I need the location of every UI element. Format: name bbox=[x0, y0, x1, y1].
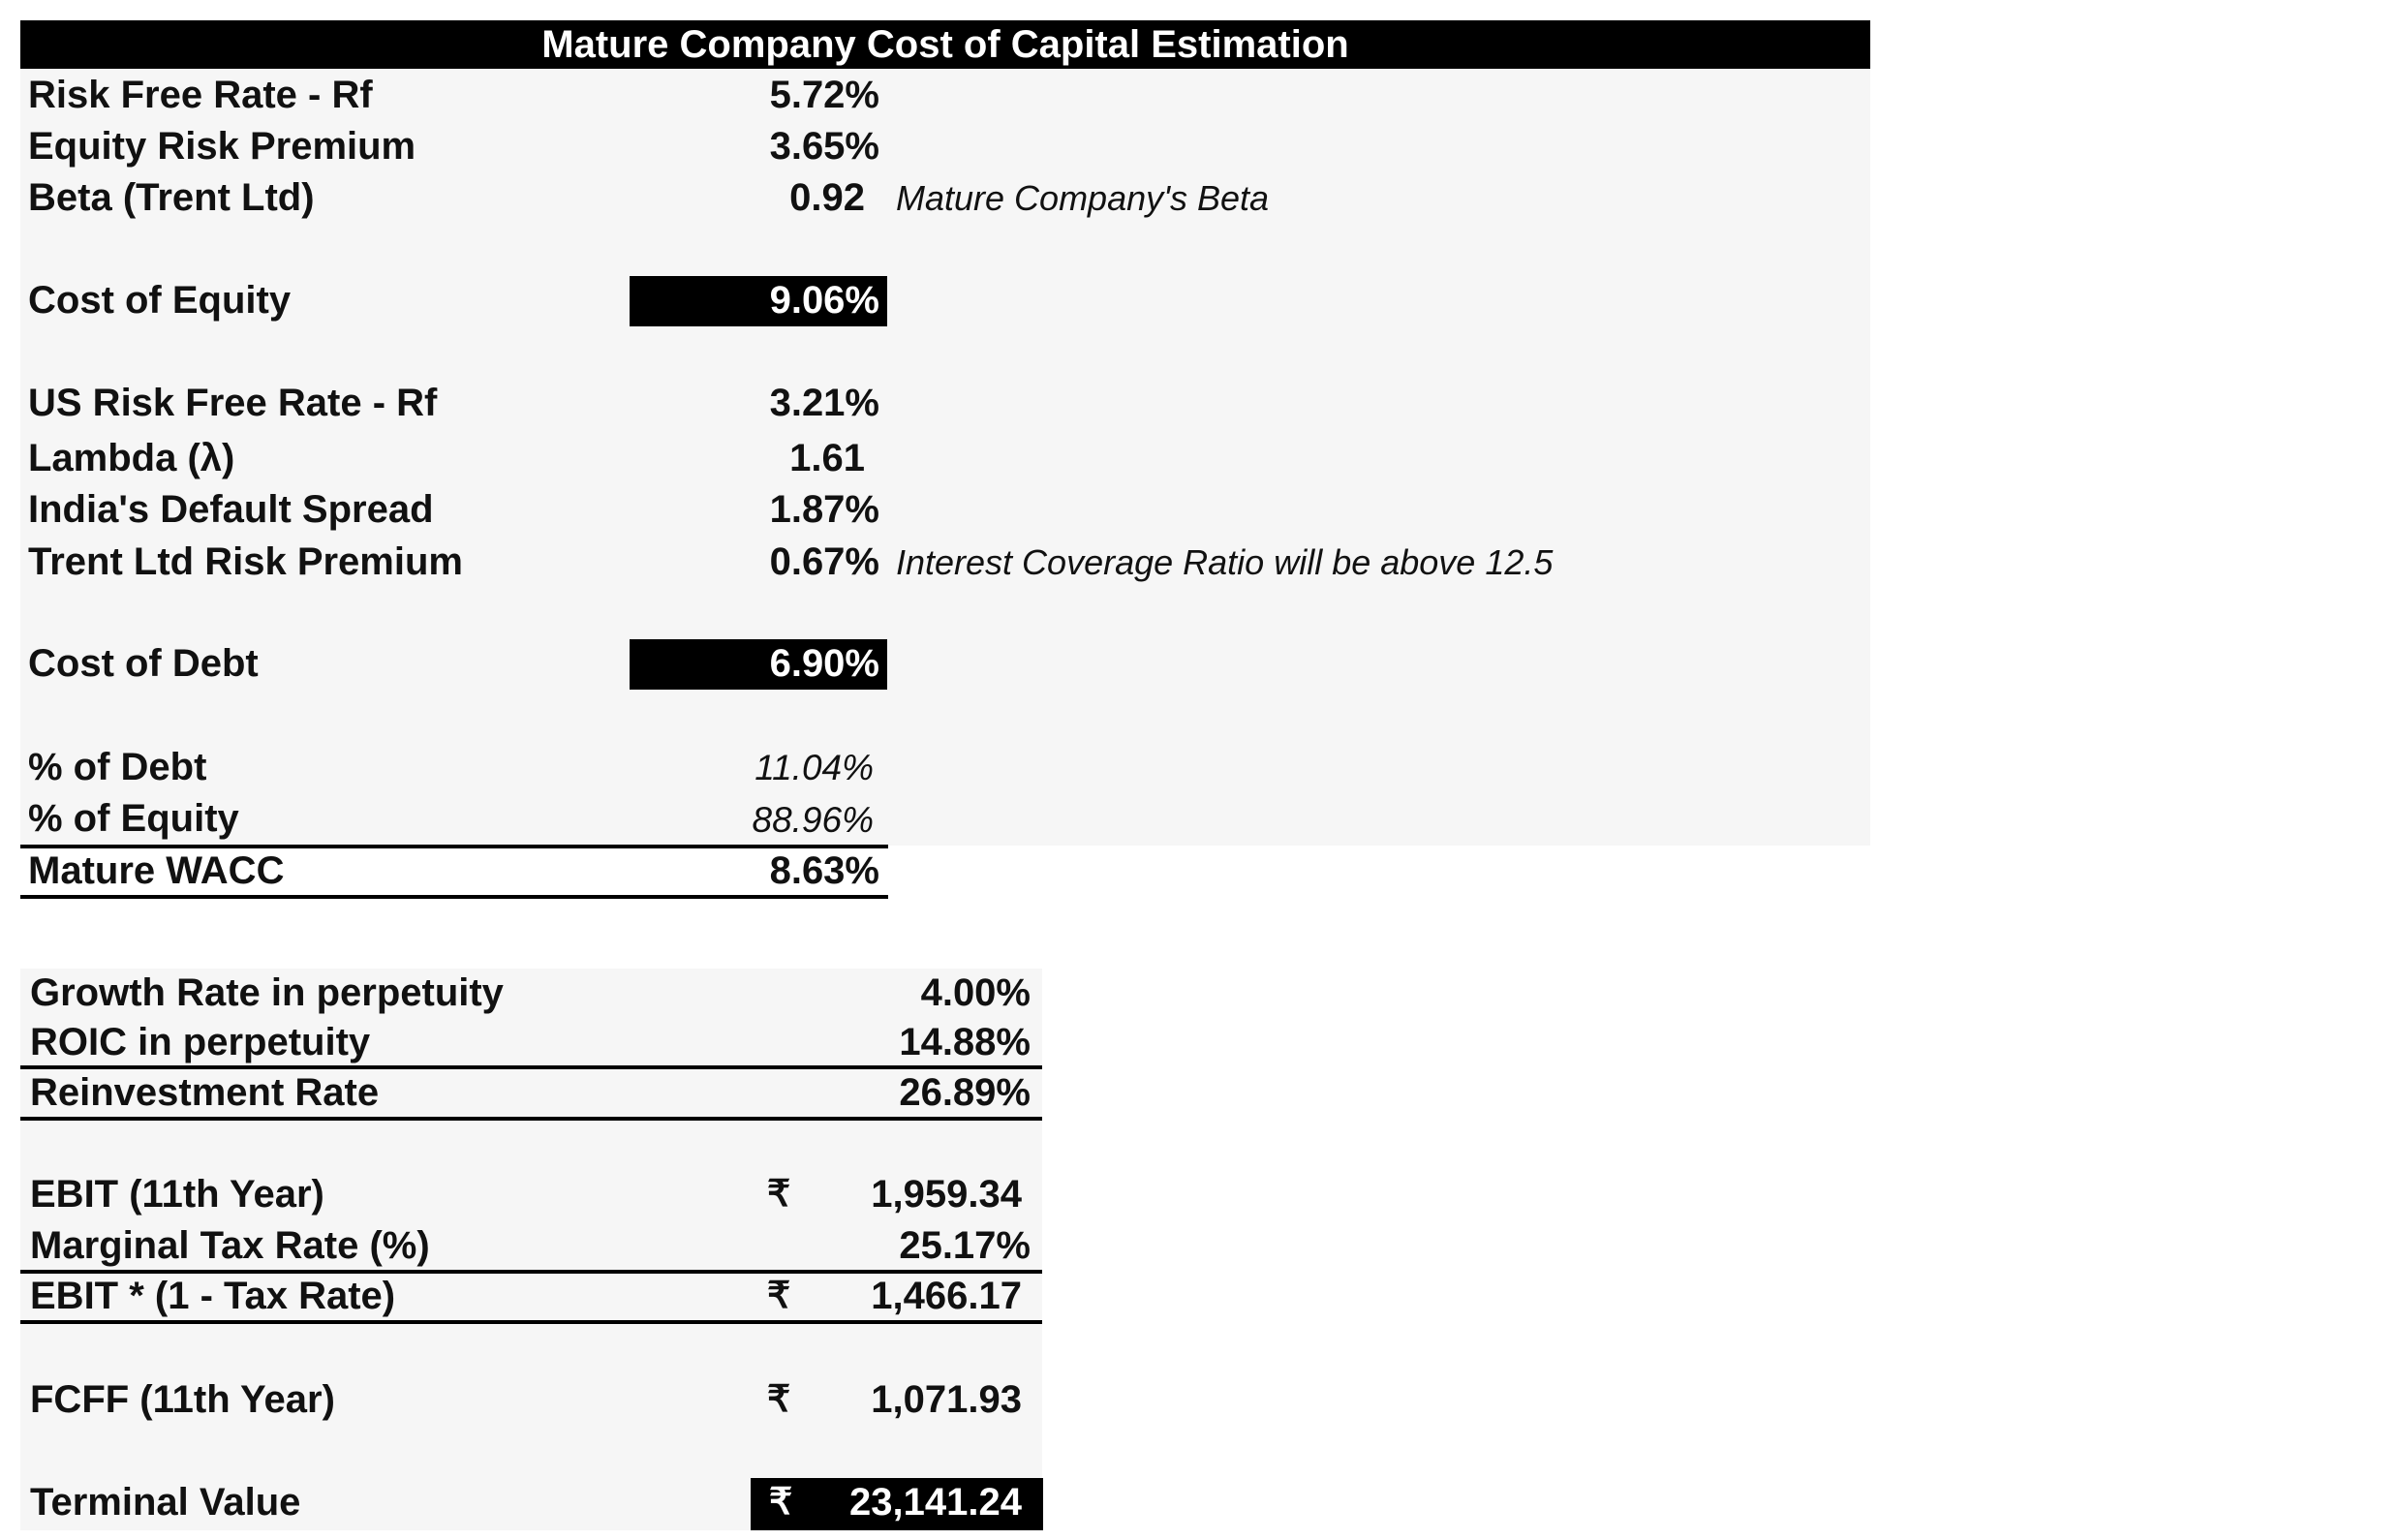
cost-of-equity-label: Cost of Equity bbox=[28, 279, 292, 322]
beta-note: Mature Company's Beta bbox=[896, 178, 1270, 218]
reinvestment-top-border bbox=[20, 1065, 1042, 1069]
cost-of-capital-panel bbox=[20, 20, 1870, 846]
nopat-bottom-border bbox=[20, 1320, 1042, 1324]
tax-rate-label: Marginal Tax Rate (%) bbox=[30, 1224, 430, 1267]
trent-risk-premium-label: Trent Ltd Risk Premium bbox=[28, 540, 463, 583]
beta-value: 0.92 bbox=[789, 176, 865, 219]
terminal-value-label: Terminal Value bbox=[30, 1481, 301, 1524]
cost-of-debt-label: Cost of Debt bbox=[28, 642, 259, 685]
equity-weight-label: % of Equity bbox=[28, 797, 239, 840]
growth-rate-value: 4.00% bbox=[920, 971, 1031, 1014]
cost-of-equity-highlight bbox=[630, 276, 887, 326]
risk-free-rate-label: Risk Free Rate - Rf bbox=[28, 74, 373, 116]
nopat-label: EBIT * (1 - Tax Rate) bbox=[30, 1275, 396, 1317]
roic-label: ROIC in perpetuity bbox=[30, 1021, 371, 1063]
roic-value: 14.88% bbox=[899, 1021, 1031, 1063]
terminal-value-highlight bbox=[751, 1478, 1043, 1530]
nopat-rupee-icon: ₹ bbox=[767, 1276, 791, 1316]
fcff-rupee-icon: ₹ bbox=[767, 1379, 791, 1420]
trent-risk-premium-note: Interest Coverage Ratio will be above 12… bbox=[896, 542, 1554, 582]
cost-of-debt-value: 6.90% bbox=[769, 642, 879, 685]
ebit-label: EBIT (11th Year) bbox=[30, 1173, 324, 1216]
wacc-value: 8.63% bbox=[769, 849, 879, 892]
equity-risk-premium-label: Equity Risk Premium bbox=[28, 125, 416, 168]
trent-risk-premium-value: 0.67% bbox=[769, 540, 879, 583]
default-spread-label: India's Default Spread bbox=[28, 488, 434, 531]
terminal-value-panel bbox=[20, 969, 1042, 1530]
cost-of-debt-highlight bbox=[630, 639, 887, 690]
panel-title: Mature Company Cost of Capital Estimatio… bbox=[20, 20, 1870, 69]
us-risk-free-rate-value: 3.21% bbox=[769, 382, 879, 424]
terminal-value-value: 23,141.24 bbox=[849, 1481, 1022, 1524]
reinvestment-bottom-border bbox=[20, 1117, 1042, 1121]
fcff-value: 1,071.93 bbox=[871, 1378, 1022, 1421]
risk-free-rate-value: 5.72% bbox=[769, 74, 879, 116]
reinvestment-rate-label: Reinvestment Rate bbox=[30, 1071, 380, 1114]
nopat-top-border bbox=[20, 1270, 1042, 1274]
reinvestment-rate-value: 26.89% bbox=[899, 1071, 1031, 1114]
debt-weight-value: 11.04% bbox=[754, 748, 874, 787]
lambda-label: Lambda (λ) bbox=[28, 437, 235, 479]
fcff-label: FCFF (11th Year) bbox=[30, 1378, 335, 1421]
equity-weight-value: 88.96% bbox=[752, 800, 875, 840]
terminal-value-rupee-icon: ₹ bbox=[769, 1482, 793, 1523]
wacc-bottom-border bbox=[20, 895, 888, 899]
growth-rate-label: Growth Rate in perpetuity bbox=[30, 971, 504, 1014]
default-spread-value: 1.87% bbox=[769, 488, 879, 531]
equity-risk-premium-value: 3.65% bbox=[769, 125, 879, 168]
ebit-value: 1,959.34 bbox=[871, 1173, 1022, 1216]
wacc-top-border bbox=[20, 845, 888, 848]
beta-label: Beta (Trent Ltd) bbox=[28, 176, 315, 219]
cost-of-equity-value: 9.06% bbox=[769, 279, 879, 322]
us-risk-free-rate-label: US Risk Free Rate - Rf bbox=[28, 382, 438, 424]
nopat-value: 1,466.17 bbox=[871, 1275, 1022, 1317]
lambda-value: 1.61 bbox=[789, 437, 865, 479]
ebit-rupee-icon: ₹ bbox=[767, 1174, 791, 1215]
debt-weight-label: % of Debt bbox=[28, 746, 207, 788]
tax-rate-value: 25.17% bbox=[899, 1224, 1031, 1267]
wacc-label: Mature WACC bbox=[28, 849, 285, 892]
